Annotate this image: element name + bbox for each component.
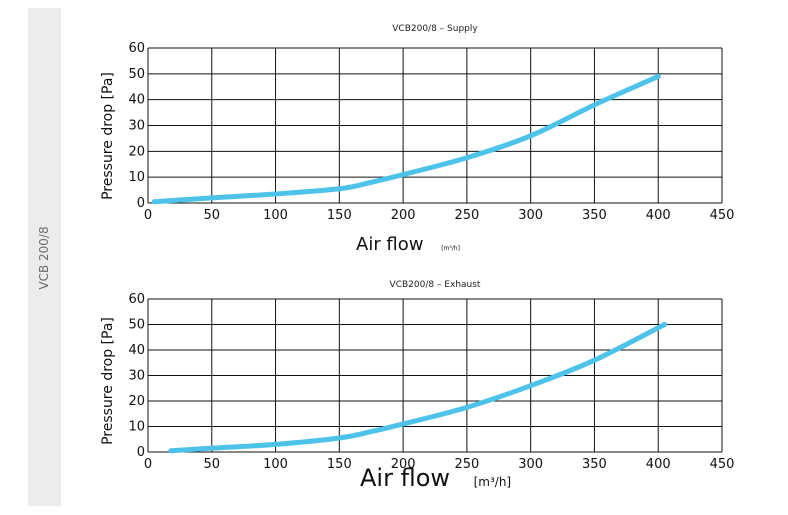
exhaust-chart-data-point [591, 357, 597, 363]
supply-chart-data-point [464, 155, 470, 161]
supply-chart-xtick-label: 450 [710, 208, 735, 223]
exhaust-chart-xtick-label: 300 [518, 457, 543, 472]
exhaust-chart-series-line [168, 322, 668, 454]
supply-chart-data-point [273, 191, 279, 197]
supply-chart-xtick-label: 200 [391, 208, 416, 223]
exhaust-chart-xlabel: Air flow [360, 464, 450, 492]
exhaust-chart-data-point [336, 435, 342, 441]
supply-chart-ytick-label: 50 [128, 67, 145, 82]
supply-chart-xtick-label: 300 [518, 208, 543, 223]
exhaust-chart-data-point [168, 448, 174, 454]
supply-chart-data-point [655, 73, 661, 79]
exhaust-chart-ytick-label: 40 [128, 343, 145, 358]
exhaust-chart-ytick-label: 60 [128, 292, 145, 307]
exhaust-chart-data-point [273, 441, 279, 447]
supply-chart-xlabel: Air flow [356, 234, 424, 255]
supply-chart-xtick-label: 0 [144, 208, 152, 223]
exhaust-chart-xtick-label: 150 [327, 457, 352, 472]
exhaust-chart-data-point [662, 322, 668, 327]
supply-chart-ylabel: Pressure drop [Pa] [100, 72, 116, 200]
supply-chart-data-point [209, 195, 215, 201]
side-tab [28, 8, 61, 506]
exhaust-chart-xtick-label: 50 [204, 457, 221, 472]
exhaust-chart-title: VCB200/8 – Exhaust [390, 280, 481, 290]
exhaust-chart-data-point [209, 445, 215, 451]
supply-chart-xtick-label: 400 [646, 208, 671, 223]
supply-chart-series-line [151, 73, 661, 205]
supply-chart-data-point [368, 179, 374, 185]
supply-chart-xtick-label: 350 [582, 208, 607, 223]
supply-chart-data-point [400, 172, 406, 178]
exhaust-chart-xtick-label: 450 [710, 457, 735, 472]
supply-chart-ytick-label: 20 [128, 144, 145, 159]
exhaust-chart-ylabel: Pressure drop [Pa] [100, 317, 116, 445]
supply-chart-data-point [151, 199, 157, 205]
exhaust-chart-ytick-label: 50 [128, 318, 145, 333]
supply-chart-data-point [591, 102, 597, 108]
supply-chart-ytick-label: 40 [128, 93, 145, 108]
exhaust-chart-xunit: [m³/h] [474, 475, 512, 489]
exhaust-chart-xtick-label: 0 [144, 457, 152, 472]
supply-chart-ytick-label: 10 [128, 170, 145, 185]
exhaust-chart-xtick-label: 250 [454, 457, 479, 472]
supply-chart-data-point [336, 186, 342, 192]
supply-chart-xtick-label: 150 [327, 208, 352, 223]
supply-chart-xunit: [m³/h] [441, 245, 460, 252]
exhaust-chart-ytick-label: 0 [137, 445, 145, 460]
exhaust-chart-xtick-label: 350 [582, 457, 607, 472]
exhaust-chart-data-point [400, 421, 406, 427]
exhaust-chart-xtick-label: 400 [646, 457, 671, 472]
exhaust-chart-xtick-label: 100 [263, 457, 288, 472]
exhaust-chart-data-point [368, 429, 374, 435]
supply-chart-xtick-label: 250 [454, 208, 479, 223]
supply-chart-data-point [528, 133, 534, 139]
exhaust-chart-data-point [464, 404, 470, 410]
exhaust-chart-ytick-label: 10 [128, 420, 145, 435]
supply-chart-ytick-label: 0 [137, 196, 145, 211]
supply-chart-xtick-label: 100 [263, 208, 288, 223]
exhaust-chart-xtick-label: 200 [391, 457, 416, 472]
supply-chart-title: VCB200/8 – Supply [392, 24, 478, 34]
exhaust-chart-ytick-label: 30 [128, 369, 145, 384]
supply-chart-xtick-label: 50 [204, 208, 221, 223]
supply-chart-ytick-label: 30 [128, 119, 145, 134]
exhaust-chart-ytick-label: 20 [128, 394, 145, 409]
exhaust-chart-data-point [528, 383, 534, 389]
supply-chart-ytick-label: 60 [128, 41, 145, 56]
